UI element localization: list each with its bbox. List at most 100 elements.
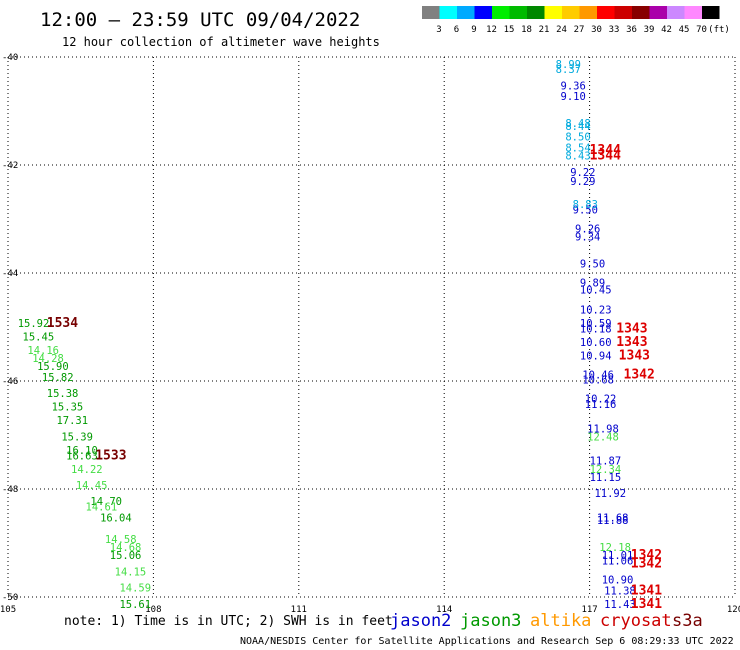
x-tick-label: 114 (436, 605, 452, 615)
x-tick-label: 120 (727, 605, 740, 615)
legend-item: cryosat (600, 611, 672, 631)
chart-subtitle: 12 hour collection of altimeter wave hei… (62, 35, 380, 49)
scale-swatch (527, 6, 545, 19)
data-point-label: 10.60 (580, 337, 612, 349)
legend-item: s3a (672, 611, 703, 631)
scale-label: 12 (486, 25, 497, 35)
scale-swatch (492, 6, 510, 19)
scale-swatch (474, 6, 492, 19)
data-point-label: 10.90 (602, 575, 634, 587)
data-point-label: 14.61 (86, 502, 118, 514)
data-point-label: 1341 (631, 583, 662, 598)
data-point-label: 14.16 (27, 345, 59, 357)
y-tick-label: -50 (2, 593, 18, 603)
data-point-label: 10.18 (580, 323, 612, 335)
y-tick-label: -48 (2, 485, 18, 495)
data-point-label: 12.48 (587, 431, 619, 443)
scale-swatch (702, 6, 720, 19)
scale-swatch (684, 6, 702, 19)
scale-swatch (667, 6, 685, 19)
data-point-label: 8.48 (565, 118, 590, 130)
data-point-label: 8.37 (556, 64, 581, 76)
data-point-label: 16.04 (100, 512, 132, 524)
data-point-label: 15.45 (23, 332, 55, 344)
scale-label: 15 (504, 25, 515, 35)
data-point-label: 14.70 (90, 496, 122, 508)
scale-label: 27 (574, 25, 585, 35)
data-point-label: 9.26 (575, 224, 600, 236)
data-point-label: 9.22 (570, 167, 595, 179)
data-point-label: 12.18 (599, 542, 631, 554)
plot-background (8, 57, 735, 597)
plot-area (8, 57, 735, 597)
wave-height-color-scale: 3 6 9 12 15 18 21 24 27 30 33 36 39 42 45 70 (ft) (422, 6, 730, 35)
data-point-label: 11.43 (604, 599, 636, 611)
data-point-label: 14.68 (110, 542, 142, 554)
data-point-label: 1343 (616, 335, 647, 350)
data-point-label: 14.59 (119, 583, 151, 595)
data-point-label: 8.54 (565, 143, 590, 155)
scale-label: 18 (521, 25, 532, 35)
data-point-label: 17.31 (56, 415, 88, 427)
data-point-label: 16.10 (66, 445, 98, 457)
scale-label: 30 (591, 25, 602, 35)
scale-label: 6 (454, 25, 459, 35)
scale-swatch (457, 6, 475, 19)
data-point-label: 14.45 (76, 480, 108, 492)
data-labels: 9.369.109.229.299.509.269.349.509.8910.4… (18, 59, 663, 612)
scale-swatch (562, 6, 580, 19)
y-tick-label: -40 (2, 53, 18, 63)
scale-swatch (509, 6, 527, 19)
data-point-label: 15.82 (42, 372, 74, 384)
x-tick-label: 105 (0, 605, 16, 615)
data-point-label: 12.34 (590, 464, 622, 476)
scale-label: 42 (661, 25, 672, 35)
data-point-label: 9.10 (561, 91, 586, 103)
x-tick-label: 117 (581, 605, 597, 615)
legend-item: altika (530, 611, 591, 631)
data-point-label: 15.39 (61, 431, 93, 443)
scale-label: 21 (539, 25, 550, 35)
data-point-label: 14.22 (71, 464, 103, 476)
chart-title: 12:00 — 23:59 UTC 09/04/2022 (40, 9, 360, 31)
legend-item: jason2 (390, 611, 451, 631)
data-point-label: 11.87 (590, 456, 622, 468)
scale-label: (ft) (708, 25, 730, 35)
scale-swatch (614, 6, 632, 19)
scale-label: 45 (679, 25, 690, 35)
data-point-label: 11.68 (597, 512, 629, 524)
data-point-label: 9.36 (561, 80, 586, 92)
scale-label: 33 (609, 25, 620, 35)
data-point-label: 11.01 (602, 550, 634, 562)
data-point-label: 8.44 (565, 121, 590, 133)
data-point-label: 15.06 (110, 550, 142, 562)
scale-swatch (632, 6, 650, 19)
data-point-label: 11.15 (590, 472, 622, 484)
data-point-label: 11.38 (604, 585, 636, 597)
data-point-label: 8.99 (556, 59, 581, 71)
data-point-label: 1342 (631, 548, 662, 563)
data-point-label: 11.06 (602, 556, 634, 568)
data-point-label: 1344 (590, 143, 621, 158)
data-point-label: 15.38 (47, 388, 79, 400)
y-tick-label: -42 (2, 161, 18, 171)
scale-label: 70 (696, 25, 707, 35)
data-point-label: 10.45 (580, 285, 612, 297)
scale-label: 9 (471, 25, 476, 35)
data-point-label: 10.59 (580, 318, 612, 330)
x-tick-label: 111 (291, 605, 307, 615)
data-point-label: 1343 (616, 321, 647, 336)
data-point-label: 9.34 (575, 232, 600, 244)
data-point-label: 8.43 (565, 151, 590, 163)
x-tick-labels: 105 108 111 114 117 120 (0, 605, 740, 615)
data-point-label: 14.58 (105, 534, 137, 546)
footer-credit: NOAA/NESDIS Center for Satellite Applica… (240, 636, 734, 647)
data-point-label: 1533 (95, 448, 126, 463)
data-point-label: 11.16 (585, 399, 617, 411)
data-point-label: 10.23 (580, 305, 612, 317)
scale-swatch (579, 6, 597, 19)
data-point-label: 10.22 (585, 394, 617, 406)
data-point-label: 1344 (590, 149, 621, 164)
footer-note: note: 1) Time is in UTC; 2) SWH is in fe… (64, 614, 393, 629)
